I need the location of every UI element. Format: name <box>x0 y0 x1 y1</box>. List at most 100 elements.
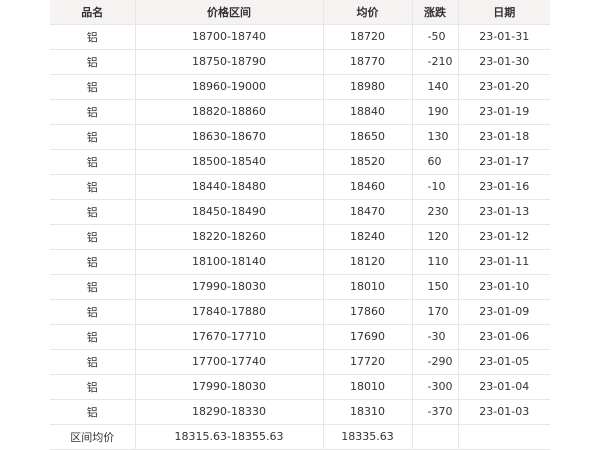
table-row: 铝 17840-17880 17860 170 23-01-09 <box>50 298 550 325</box>
cell: 23-01-19 <box>457 98 550 125</box>
table-row: 铝 18500-18540 18520 60 23-01-17 <box>50 148 550 175</box>
cell: 23-01-09 <box>457 298 550 325</box>
cell: -210 <box>411 48 459 75</box>
cell: 铝 <box>50 248 136 275</box>
cell: 铝 <box>50 48 136 75</box>
table-row: 铝 18750-18790 18770 -210 23-01-30 <box>50 48 550 75</box>
cell: 18750-18790 <box>134 48 324 75</box>
cell: 铝 <box>50 173 136 200</box>
cell: 170 <box>411 298 459 325</box>
table-row: 铝 18440-18480 18460 -10 23-01-16 <box>50 173 550 200</box>
cell: 18520 <box>322 148 413 175</box>
table-row: 铝 17990-18030 18010 -300 23-01-04 <box>50 373 550 400</box>
header-cell: 日期 <box>457 0 550 25</box>
header-cell: 价格区间 <box>134 0 324 25</box>
summary-cell: 18315.63-18355.63 <box>134 423 324 450</box>
empty-cell <box>457 423 550 450</box>
cell: 18840 <box>322 98 413 125</box>
cell: 18700-18740 <box>134 23 324 50</box>
cell: 23-01-13 <box>457 198 550 225</box>
cell: 17860 <box>322 298 413 325</box>
cell: 铝 <box>50 223 136 250</box>
summary-cell: 区间均价 <box>50 423 136 450</box>
cell: 23-01-20 <box>457 73 550 100</box>
cell: 18120 <box>322 248 413 275</box>
table-row: 铝 18700-18740 18720 -50 23-01-31 <box>50 23 550 50</box>
cell: 18630-18670 <box>134 123 324 150</box>
table-row: 铝 18100-18140 18120 110 23-01-11 <box>50 248 550 275</box>
cell: 130 <box>411 123 459 150</box>
cell: 18960-19000 <box>134 73 324 100</box>
cell: 110 <box>411 248 459 275</box>
cell: 18240 <box>322 223 413 250</box>
cell: -10 <box>411 173 459 200</box>
cell: 190 <box>411 98 459 125</box>
cell: 17990-18030 <box>134 273 324 300</box>
price-table: 品名 价格区间 均价 涨跌 日期 铝 18700-18740 18720 -50 23-01-3… <box>50 0 550 450</box>
cell: -300 <box>411 373 459 400</box>
table-row: 铝 18960-19000 18980 140 23-01-20 <box>50 73 550 100</box>
cell: 17690 <box>322 323 413 350</box>
cell: 23-01-11 <box>457 248 550 275</box>
cell: 120 <box>411 223 459 250</box>
table-row: 铝 18630-18670 18650 130 23-01-18 <box>50 123 550 150</box>
cell: 140 <box>411 73 459 100</box>
cell: 18650 <box>322 123 413 150</box>
cell: 23-01-30 <box>457 48 550 75</box>
cell: -370 <box>411 398 459 425</box>
cell: -30 <box>411 323 459 350</box>
table-row: 铝 17990-18030 18010 150 23-01-10 <box>50 273 550 300</box>
cell: 23-01-03 <box>457 398 550 425</box>
cell: 18470 <box>322 198 413 225</box>
cell: 铝 <box>50 373 136 400</box>
table-row: 铝 17700-17740 17720 -290 23-01-05 <box>50 348 550 375</box>
cell: 铝 <box>50 348 136 375</box>
header-row: 品名 价格区间 均价 涨跌 日期 <box>50 0 550 25</box>
cell: 17990-18030 <box>134 373 324 400</box>
cell: 铝 <box>50 398 136 425</box>
cell: 18010 <box>322 373 413 400</box>
table-row: 铝 18220-18260 18240 120 23-01-12 <box>50 223 550 250</box>
cell: 18980 <box>322 73 413 100</box>
cell: 18460 <box>322 173 413 200</box>
cell: 18310 <box>322 398 413 425</box>
cell: 18820-18860 <box>134 98 324 125</box>
cell: 18010 <box>322 273 413 300</box>
cell: 17670-17710 <box>134 323 324 350</box>
header-cell: 品名 <box>50 0 136 25</box>
cell: 铝 <box>50 148 136 175</box>
cell: 150 <box>411 273 459 300</box>
header-cell: 均价 <box>322 0 413 25</box>
cell: 23-01-31 <box>457 23 550 50</box>
table-row: 铝 18820-18860 18840 190 23-01-19 <box>50 98 550 125</box>
cell: 23-01-17 <box>457 148 550 175</box>
cell: 铝 <box>50 73 136 100</box>
summary-cell: 18335.63 <box>322 423 413 450</box>
cell: 230 <box>411 198 459 225</box>
cell: -50 <box>411 23 459 50</box>
cell: 18220-18260 <box>134 223 324 250</box>
cell: 铝 <box>50 298 136 325</box>
table-row: 铝 18290-18330 18310 -370 23-01-03 <box>50 398 550 425</box>
header-cell: 涨跌 <box>411 0 459 25</box>
cell: -290 <box>411 348 459 375</box>
cell: 铝 <box>50 323 136 350</box>
table-row: 铝 18450-18490 18470 230 23-01-13 <box>50 198 550 225</box>
cell: 铝 <box>50 98 136 125</box>
cell: 18450-18490 <box>134 198 324 225</box>
cell: 23-01-16 <box>457 173 550 200</box>
cell: 铝 <box>50 273 136 300</box>
cell: 18290-18330 <box>134 398 324 425</box>
cell: 23-01-10 <box>457 273 550 300</box>
cell: 18770 <box>322 48 413 75</box>
cell: 18100-18140 <box>134 248 324 275</box>
cell: 17840-17880 <box>134 298 324 325</box>
cell: 18500-18540 <box>134 148 324 175</box>
cell: 23-01-18 <box>457 123 550 150</box>
cell: 铝 <box>50 23 136 50</box>
table-body: 铝 18700-18740 18720 -50 23-01-31 铝 18750-18790… <box>50 23 550 450</box>
cell: 23-01-06 <box>457 323 550 350</box>
summary-row: 区间均价 18315.63-18355.63 18335.63 <box>50 423 550 450</box>
table-row: 铝 17670-17710 17690 -30 23-01-06 <box>50 323 550 350</box>
cell: 17700-17740 <box>134 348 324 375</box>
